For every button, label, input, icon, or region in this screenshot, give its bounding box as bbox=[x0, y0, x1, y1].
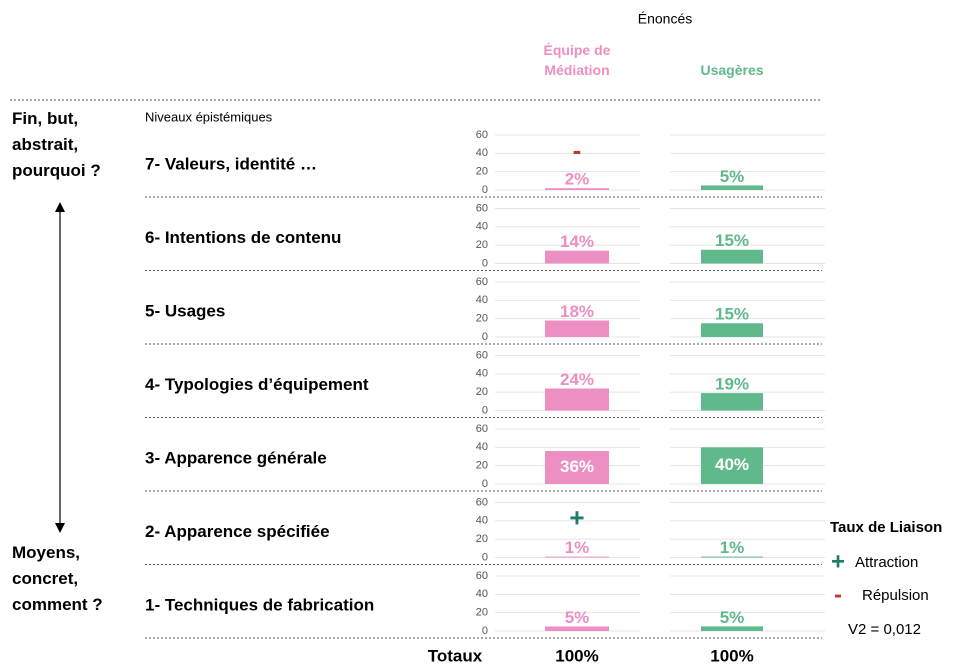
value-label: 5% bbox=[565, 608, 590, 627]
y-tick-label: 60 bbox=[476, 570, 488, 582]
y-tick-label: 40 bbox=[476, 588, 488, 600]
legend-label: Répulsion bbox=[862, 587, 929, 604]
bar bbox=[545, 320, 609, 337]
legend-symbol: + bbox=[831, 548, 845, 575]
y-tick-label: 60 bbox=[476, 202, 488, 214]
bar bbox=[701, 323, 763, 337]
bar bbox=[701, 249, 763, 264]
category-label: 7- Valeurs, identité … bbox=[145, 154, 317, 173]
category-label: 1- Techniques de fabrication bbox=[145, 595, 374, 614]
totals-label: Totaux bbox=[428, 646, 483, 665]
y-tick-label: 20 bbox=[476, 166, 488, 178]
y-tick-label: 40 bbox=[476, 368, 488, 380]
y-tick-label: 20 bbox=[476, 533, 488, 545]
value-label: 15% bbox=[715, 305, 749, 324]
bar bbox=[701, 393, 763, 411]
legend-title: Taux de Liaison bbox=[830, 519, 942, 536]
value-label: 5% bbox=[720, 167, 745, 186]
y-tick-label: 60 bbox=[476, 423, 488, 435]
top-label: Fin, but, abstrait, pourquoi ? bbox=[12, 109, 101, 180]
value-label: 14% bbox=[560, 232, 594, 251]
bar bbox=[545, 188, 609, 190]
value-label: 18% bbox=[560, 302, 594, 321]
y-tick-label: 0 bbox=[482, 625, 488, 637]
y-tick-label: 20 bbox=[476, 607, 488, 619]
chart-title: Énoncés bbox=[638, 11, 692, 27]
bar bbox=[545, 250, 609, 264]
y-tick-label: 40 bbox=[476, 515, 488, 527]
y-tick-label: 60 bbox=[476, 276, 488, 288]
bottom-label: Moyens, concret, comment ? bbox=[12, 543, 103, 614]
bar bbox=[701, 556, 763, 558]
total-value: 100% bbox=[710, 646, 753, 665]
total-value: 100% bbox=[555, 646, 598, 665]
y-tick-label: 20 bbox=[476, 460, 488, 472]
y-tick-label: 60 bbox=[476, 349, 488, 361]
bar bbox=[701, 447, 763, 484]
bar bbox=[545, 556, 609, 558]
value-label: 2% bbox=[565, 170, 590, 189]
y-tick-label: 0 bbox=[482, 551, 488, 563]
value-label: 1% bbox=[720, 538, 745, 557]
bar bbox=[701, 626, 763, 631]
value-label: 24% bbox=[560, 370, 594, 389]
value-label: 15% bbox=[715, 231, 749, 250]
y-tick-label: 0 bbox=[482, 184, 488, 196]
value-label: 5% bbox=[720, 608, 745, 627]
y-tick-label: 0 bbox=[482, 478, 488, 490]
value-label: 36% bbox=[560, 457, 594, 476]
y-tick-label: 20 bbox=[476, 239, 488, 251]
y-tick-label: 40 bbox=[476, 147, 488, 159]
y-tick-label: 60 bbox=[476, 129, 488, 141]
value-label: 1% bbox=[565, 538, 590, 557]
bar bbox=[545, 626, 609, 631]
value-label: 40% bbox=[715, 455, 749, 474]
legend-label: Attraction bbox=[855, 554, 918, 571]
legend-symbol: - bbox=[834, 581, 842, 608]
bar bbox=[545, 451, 609, 484]
bar bbox=[545, 388, 609, 411]
y-tick-label: 20 bbox=[476, 313, 488, 325]
legend-note: V2 = 0,012 bbox=[848, 621, 921, 638]
annotation: - bbox=[573, 135, 582, 165]
category-label: 4- Typologies d’équipement bbox=[145, 375, 369, 394]
y-tick-label: 40 bbox=[476, 294, 488, 306]
y-tick-label: 0 bbox=[482, 257, 488, 269]
y-tick-label: 40 bbox=[476, 221, 488, 233]
subtitle: Niveaux épistémiques bbox=[145, 109, 273, 124]
y-tick-label: 0 bbox=[482, 331, 488, 343]
category-label: 6- Intentions de contenu bbox=[145, 228, 341, 247]
value-label: 19% bbox=[715, 375, 749, 394]
y-tick-label: 40 bbox=[476, 441, 488, 453]
category-label: 2- Apparence spécifiée bbox=[145, 522, 330, 541]
category-label: 5- Usages bbox=[145, 301, 225, 320]
series-header: Usagères bbox=[700, 62, 764, 78]
category-label: 3- Apparence générale bbox=[145, 448, 327, 467]
y-tick-label: 0 bbox=[482, 404, 488, 416]
annotation: + bbox=[569, 502, 584, 532]
bar bbox=[701, 185, 763, 190]
y-tick-label: 20 bbox=[476, 386, 488, 398]
series-header: Équipe de Médiation bbox=[543, 42, 611, 78]
y-tick-label: 60 bbox=[476, 496, 488, 508]
